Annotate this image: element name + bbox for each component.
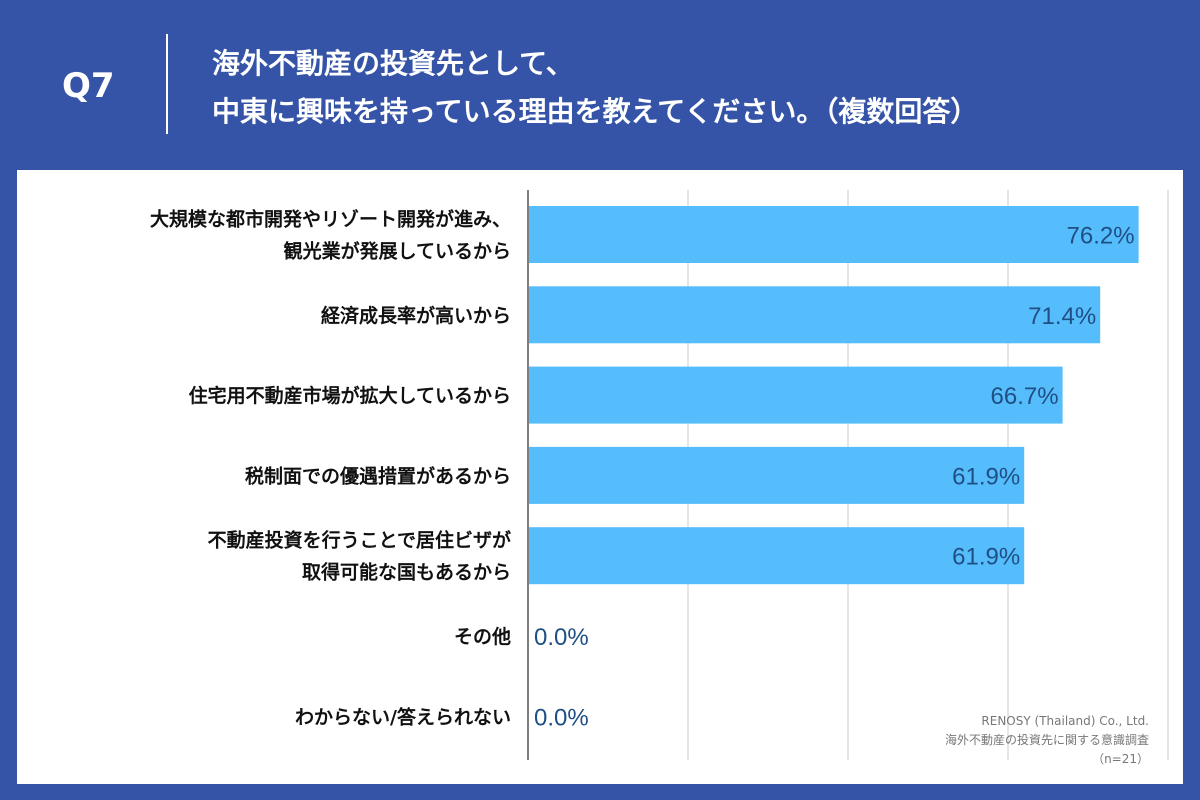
title-line-2: 中東に興味を持っている理由を教えてください。（複数回答） — [212, 95, 979, 128]
category-label: 住宅用不動産市場が拡大しているから — [189, 384, 511, 407]
category-label: 大規模な都市開発やリゾート開発が進み、 — [150, 208, 511, 231]
page-title: 海外不動産の投資先として、 中東に興味を持っている理由を教えてください。（複数回… — [212, 40, 978, 136]
data-label: 0.0% — [534, 624, 589, 651]
header: Q7 海外不動産の投資先として、 中東に興味を持っている理由を教えてください。（… — [0, 0, 1200, 170]
bar — [529, 446, 1025, 504]
category-label: 経済成長率が高いから — [321, 304, 511, 327]
bar — [529, 286, 1101, 344]
category-label: わからない/答えられない — [295, 705, 511, 728]
category-label: 観光業が発展しているから — [284, 240, 511, 263]
title-line-1: 海外不動産の投資先として、 — [212, 47, 574, 80]
question-label: Q7 — [62, 66, 115, 106]
bar — [529, 206, 1139, 263]
header-divider — [166, 34, 168, 134]
data-label: 66.7% — [991, 383, 1059, 410]
bar-chart: 76.2% 大規模な都市開発やリゾート開発が進み、観光業が発展しているから 71.4… — [150, 190, 1169, 760]
data-label: 76.2% — [1067, 223, 1135, 250]
bar — [529, 527, 1025, 585]
bar — [529, 366, 1063, 424]
category-label: 不動産投資を行うことで居住ビザが — [208, 529, 511, 552]
data-label: 71.4% — [1028, 303, 1096, 330]
credit: RENOSY (Thailand) Co., Ltd. 海外不動産の投資先に関す… — [829, 712, 1149, 769]
credit-company: RENOSY (Thailand) Co., Ltd. — [981, 714, 1149, 728]
credit-survey: 海外不動産の投資先に関する意識調査 — [944, 733, 1149, 747]
data-label: 0.0% — [534, 704, 589, 731]
data-label: 61.9% — [952, 544, 1020, 571]
category-label: 取得可能な国もあるから — [302, 561, 511, 584]
category-label: その他 — [454, 625, 511, 648]
chart-panel: 76.2% 大規模な都市開発やリゾート開発が進み、観光業が発展しているから 71.4… — [17, 170, 1183, 784]
category-label: 税制面での優遇措置があるから — [245, 464, 511, 487]
data-label: 61.9% — [952, 463, 1020, 490]
credit-sample: （n=21） — [1092, 752, 1149, 766]
